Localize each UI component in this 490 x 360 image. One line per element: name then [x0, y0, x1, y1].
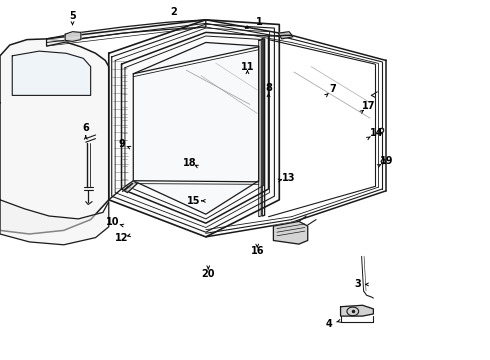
Text: 8: 8 [265, 83, 272, 93]
Text: 5: 5 [69, 11, 76, 21]
Polygon shape [278, 32, 293, 39]
Text: 11: 11 [241, 62, 254, 72]
Text: 13: 13 [282, 173, 296, 183]
Polygon shape [12, 51, 91, 95]
Text: 20: 20 [201, 269, 215, 279]
Polygon shape [0, 39, 109, 234]
Text: 14: 14 [369, 128, 383, 138]
Polygon shape [0, 200, 109, 245]
Text: 1: 1 [256, 17, 263, 27]
Polygon shape [47, 20, 206, 46]
Text: 12: 12 [115, 233, 128, 243]
Text: 6: 6 [82, 123, 89, 133]
Polygon shape [133, 42, 259, 214]
Text: 9: 9 [118, 139, 125, 149]
Text: 10: 10 [106, 217, 120, 228]
Text: 18: 18 [183, 158, 197, 168]
Text: 16: 16 [250, 246, 264, 256]
Polygon shape [65, 32, 81, 41]
Polygon shape [273, 221, 308, 244]
Text: 17: 17 [362, 101, 375, 111]
Text: 19: 19 [380, 156, 394, 166]
Text: 15: 15 [187, 196, 200, 206]
Text: 4: 4 [326, 319, 333, 329]
Text: 7: 7 [330, 84, 337, 94]
Polygon shape [341, 305, 373, 316]
Polygon shape [109, 20, 279, 237]
Text: 2: 2 [171, 6, 177, 17]
Text: 3: 3 [354, 279, 361, 289]
Polygon shape [122, 181, 137, 193]
